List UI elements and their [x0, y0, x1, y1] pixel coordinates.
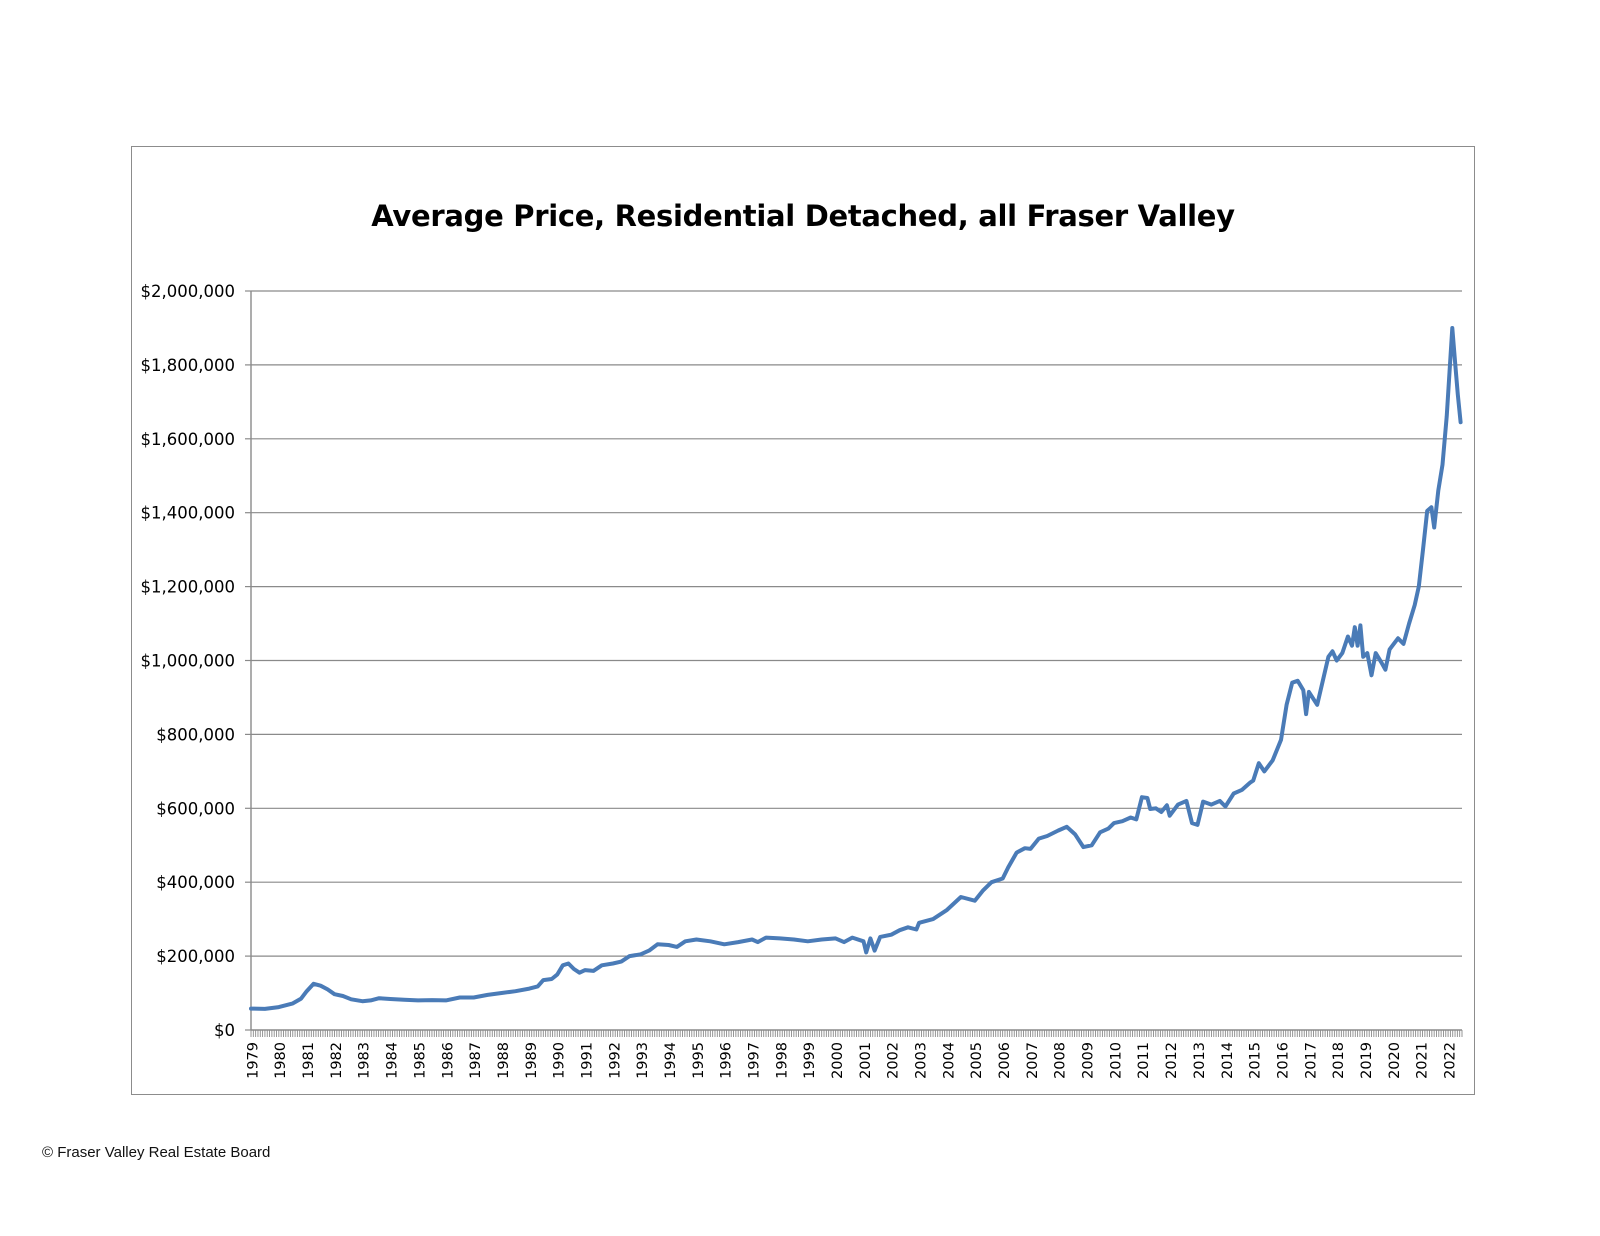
- chart-title: Average Price, Residential Detached, all…: [371, 199, 1235, 233]
- x-tick-label: 2019: [1359, 1042, 1375, 1079]
- x-tick-label: 1987: [468, 1042, 484, 1079]
- x-tick-label: 1995: [691, 1042, 707, 1079]
- x-tick-label: 2014: [1220, 1042, 1236, 1079]
- x-tick-label: 1985: [412, 1042, 428, 1079]
- y-tick-label: $2,000,000: [141, 282, 235, 301]
- x-tick-label: 1988: [496, 1042, 512, 1079]
- x-tick-label: 1998: [774, 1042, 790, 1079]
- y-tick-label: $600,000: [156, 799, 235, 818]
- x-tick-label: 1999: [802, 1042, 818, 1079]
- x-tick-label: 1981: [301, 1042, 317, 1079]
- x-tick-label: 1979: [245, 1042, 261, 1079]
- x-tick-label: 1992: [607, 1042, 623, 1079]
- x-tick-label: 2008: [1053, 1042, 1069, 1079]
- y-tick-label: $1,000,000: [141, 652, 235, 671]
- x-tick-label: 2018: [1331, 1042, 1347, 1079]
- x-tick-label: 2020: [1387, 1042, 1403, 1079]
- y-tick-label: $800,000: [156, 725, 235, 744]
- copyright-notice: © Fraser Valley Real Estate Board: [42, 1144, 271, 1161]
- x-tick-label: 1994: [663, 1042, 679, 1079]
- x-tick-label: 2022: [1442, 1042, 1458, 1079]
- x-tick-label: 1991: [579, 1042, 595, 1079]
- y-tick-label: $1,600,000: [141, 430, 235, 449]
- chart-frame: Average Price, Residential Detached, all…: [131, 146, 1475, 1095]
- x-tick-label: 2016: [1275, 1042, 1291, 1079]
- x-tick-label: 2013: [1192, 1042, 1208, 1079]
- chart-plot: $0 $200,000 $400,000 $600,000 $800,000 $1,000…: [141, 282, 1463, 1079]
- x-tick-label: 2004: [941, 1042, 957, 1079]
- x-tick-label: 1980: [273, 1042, 289, 1079]
- y-tick-label: $400,000: [156, 873, 235, 892]
- x-tick-label: 2001: [858, 1042, 874, 1079]
- x-tick-label: 1986: [440, 1042, 456, 1079]
- x-tick-label: 2009: [1081, 1042, 1097, 1079]
- x-tick-label: 1984: [385, 1042, 401, 1079]
- x-tick-label: 2002: [886, 1042, 902, 1079]
- x-tick-label: 2005: [969, 1042, 985, 1079]
- x-tick-label: 2021: [1415, 1042, 1431, 1079]
- x-tick-label: 1993: [635, 1042, 651, 1079]
- x-tick-label: 2003: [914, 1042, 930, 1079]
- y-tick-label: $1,200,000: [141, 578, 235, 597]
- x-tick-label: 1997: [746, 1042, 762, 1079]
- x-tick-label: 2000: [830, 1042, 846, 1079]
- y-tick-label: $1,400,000: [141, 504, 235, 523]
- x-tick-label: 1983: [357, 1042, 373, 1079]
- x-tick-label: 1990: [552, 1042, 568, 1079]
- x-tick-label: 1982: [329, 1042, 345, 1079]
- y-tick-label: $200,000: [156, 947, 235, 966]
- x-tick-label: 2010: [1108, 1042, 1124, 1079]
- x-tick-label: 1996: [719, 1042, 735, 1079]
- x-tick-label: 2015: [1248, 1042, 1264, 1079]
- y-tick-label: $1,800,000: [141, 356, 235, 375]
- y-tick-label: $0: [214, 1021, 235, 1040]
- x-tick-label: 1989: [524, 1042, 540, 1079]
- x-tick-label: 2007: [1025, 1042, 1041, 1079]
- x-tick-label: 2011: [1136, 1042, 1152, 1079]
- x-tick-label: 2006: [997, 1042, 1013, 1079]
- x-tick-label: 2012: [1164, 1042, 1180, 1079]
- x-tick-label: 2017: [1303, 1042, 1319, 1079]
- series-line: [249, 326, 1463, 1011]
